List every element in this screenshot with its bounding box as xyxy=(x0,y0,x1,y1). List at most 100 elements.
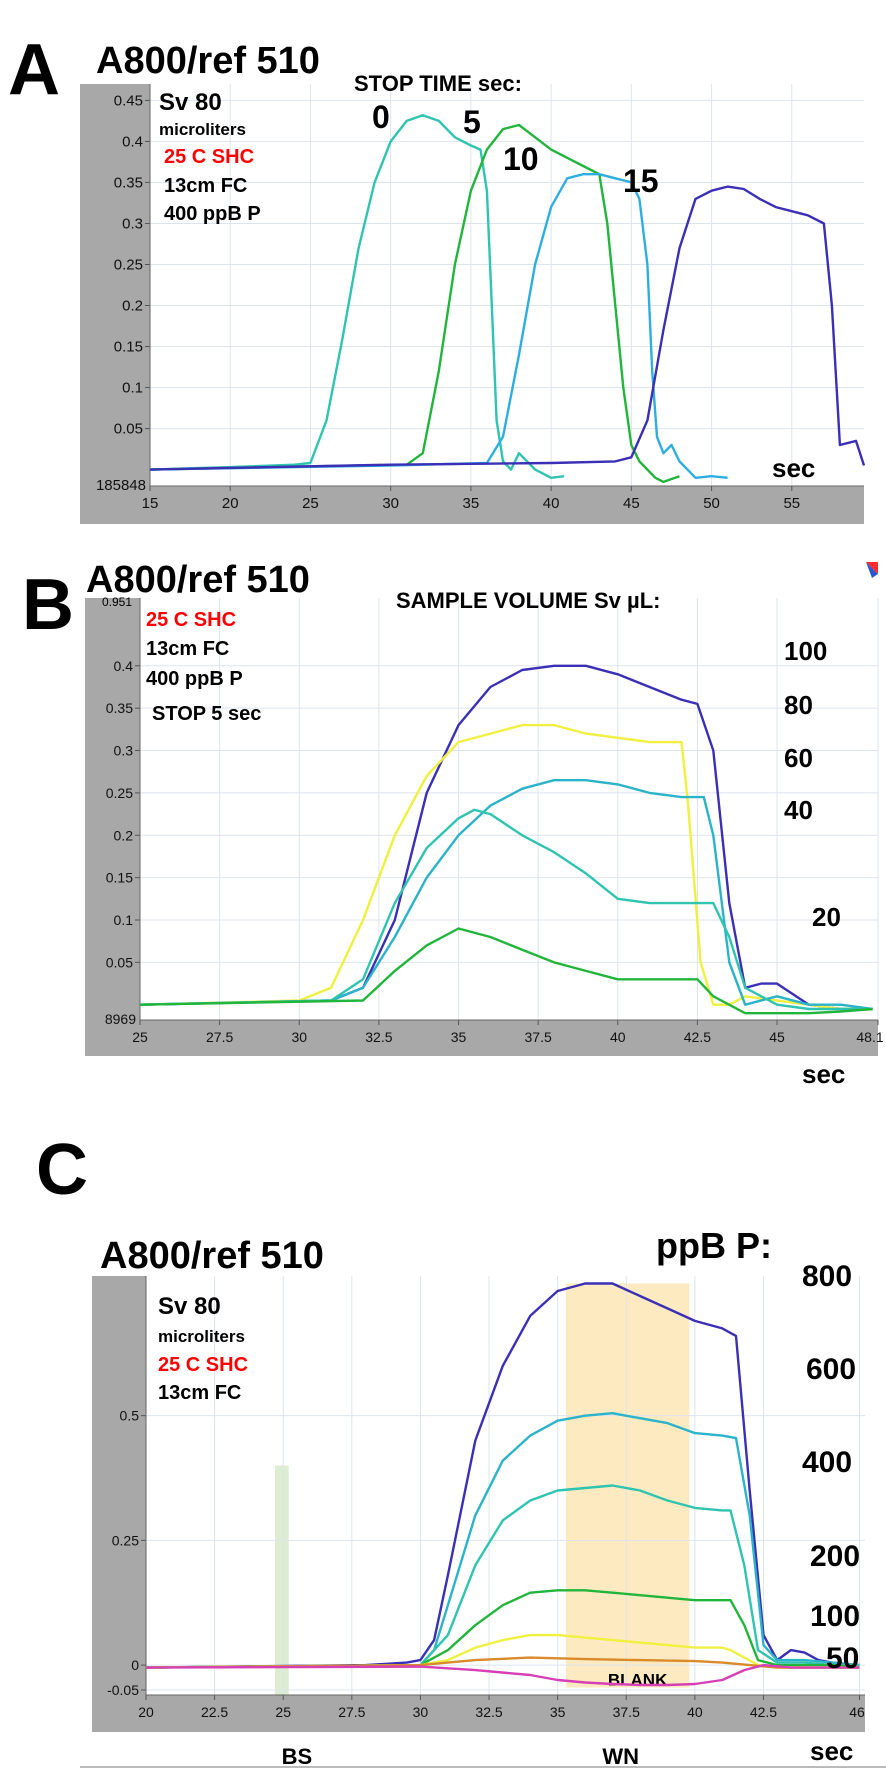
y-title-c: A800/ref 510 xyxy=(100,1235,324,1277)
y-bottom-label: 185848 xyxy=(96,477,146,494)
x-tick-label: 45 xyxy=(769,1029,785,1045)
plot-area-c xyxy=(146,1276,865,1695)
series-line-20 xyxy=(139,927,873,1015)
y-tick-label: 0.4 xyxy=(122,133,143,150)
tick-labels-c: 20 22.5 25 27.5 30 32.5 35 37.5 40 42.5 46 -0.05 0 0.… xyxy=(107,1408,865,1720)
note-b-2: 13cm FC xyxy=(146,638,229,660)
series-line-5 xyxy=(149,123,680,484)
panel-b: B 0.951 25 27.5 30 32.5 35 37.5 40 42.5 45 48.1 0.… xyxy=(22,559,884,1089)
series-line-10 xyxy=(149,172,728,479)
x-tick-label: 40 xyxy=(610,1029,626,1045)
y-tick-label: 0.1 xyxy=(122,380,143,397)
note-a-1: Sv 80 xyxy=(159,89,222,116)
series-label: 40 xyxy=(784,795,813,825)
region-band-2 xyxy=(274,1465,289,1695)
x-tick-label: 40 xyxy=(687,1704,703,1720)
series-label: 0 xyxy=(372,99,390,135)
x-tick-label: 30 xyxy=(382,495,399,512)
x-label-b: sec xyxy=(802,1059,845,1089)
panel-c: C BLANK 20 22.5 25 27.5 30 32.5 35 37.5 40 42.5 46… xyxy=(36,1130,886,1769)
x-tick-label: 35 xyxy=(463,495,480,512)
region-label: BLANK xyxy=(608,1671,668,1690)
header-c: ppB P: xyxy=(656,1225,772,1266)
x-tick-label: 35 xyxy=(451,1029,467,1045)
panel-letter-b: B xyxy=(22,565,74,645)
x-tick-label: 42.5 xyxy=(750,1704,777,1720)
note-c-2: microliters xyxy=(158,1327,245,1346)
x-tick-label: 37.5 xyxy=(525,1029,552,1045)
x-tick-label: 25 xyxy=(132,1029,148,1045)
series-line-extra xyxy=(145,1663,860,1687)
series-line-400 xyxy=(145,1484,860,1669)
series-labels-a: 0 5 10 15 xyxy=(372,99,659,199)
x-tick-label: 25 xyxy=(275,1704,291,1720)
x-tick-label: 48.1 xyxy=(856,1029,883,1045)
y-tick-label: 0.5 xyxy=(120,1408,140,1424)
series-label: 15 xyxy=(623,163,659,199)
series-line-0 xyxy=(149,113,565,479)
region-band-1 xyxy=(565,1283,690,1688)
y-tick-label: 0.35 xyxy=(106,700,133,716)
y-tick-label: 0.35 xyxy=(114,174,143,191)
y-bottom-label: 8969 xyxy=(105,1011,136,1027)
note-c-1: Sv 80 xyxy=(158,1293,221,1320)
tick-labels-a: 15 20 25 30 35 40 45 50 550.050.10.150.20.250.30… xyxy=(96,92,800,512)
panel-letter-c: C xyxy=(36,1130,88,1210)
series-line-600 xyxy=(145,1411,860,1669)
series-line-100 xyxy=(139,664,873,1011)
y-tick-label: 0.2 xyxy=(114,827,134,843)
x-tick-label: 27.5 xyxy=(206,1029,233,1045)
y-tick-label: 0.15 xyxy=(114,339,143,356)
y-tick-label: 0.15 xyxy=(106,870,133,886)
x-tick-label: 30 xyxy=(291,1029,307,1045)
series-lines-b xyxy=(139,664,873,1015)
series-label: 600 xyxy=(806,1353,856,1386)
y-tick-label: 0.4 xyxy=(114,658,134,674)
series-labels-c: 800 600 400 200 100 50 xyxy=(802,1260,860,1675)
x-tick-label: 35 xyxy=(550,1704,566,1720)
regions-c: BLANK xyxy=(274,1283,690,1695)
series-label: 50 xyxy=(826,1642,859,1675)
series-label: 200 xyxy=(810,1540,860,1573)
header-a: STOP TIME sec: xyxy=(354,71,522,96)
y-tick-label: 0 xyxy=(131,1657,139,1673)
note-c-4: 13cm FC xyxy=(158,1382,241,1404)
series-lines-c xyxy=(145,1282,860,1687)
series-labels-b: 100 80 60 40 20 xyxy=(784,636,841,932)
series-lines-a xyxy=(149,113,866,484)
note-b-4: STOP 5 sec xyxy=(152,703,261,725)
y-tick-label: 0.1 xyxy=(114,912,134,928)
note-a-2: microliters xyxy=(159,120,246,139)
x-tick-label: 50 xyxy=(703,495,720,512)
y-title-b: A800/ref 510 xyxy=(86,559,310,601)
y-tick-label: 0.3 xyxy=(114,743,134,759)
x-label-a: sec xyxy=(772,453,815,483)
series-label: 10 xyxy=(503,141,539,177)
y-title-a-text: A800/ref 510 xyxy=(96,40,320,82)
x-tick-label: 55 xyxy=(783,495,800,512)
gridlines-b xyxy=(135,598,879,1025)
note-c-3: 25 C SHC xyxy=(158,1354,248,1376)
y-tick-label: -0.05 xyxy=(107,1682,139,1698)
bottom-label: WN xyxy=(602,1744,639,1769)
series-label: 800 xyxy=(802,1260,852,1293)
series-label: 100 xyxy=(784,636,827,666)
series-line-80 xyxy=(139,723,873,1011)
x-tick-label: 42.5 xyxy=(684,1029,711,1045)
series-line-200 xyxy=(145,1589,860,1669)
x-tick-label: 27.5 xyxy=(338,1704,365,1720)
note-a-5: 400 ppB P xyxy=(164,203,261,225)
series-label: 400 xyxy=(802,1446,852,1479)
series-line-15 xyxy=(149,185,866,471)
x-tick-label: 20 xyxy=(222,495,239,512)
x-tick-label: 45 xyxy=(623,495,640,512)
y-title-a: A800/ref 510 xyxy=(96,40,320,82)
header-b: SAMPLE VOLUME Sv µL: xyxy=(396,588,660,613)
corner-marker-shade-icon xyxy=(866,562,878,578)
note-b-3: 400 ppB P xyxy=(146,668,243,690)
series-label: 20 xyxy=(812,902,841,932)
gridlines-c xyxy=(141,1276,865,1700)
bottom-label: BS xyxy=(282,1744,313,1769)
tick-labels-b: 25 27.5 30 32.5 35 37.5 40 42.5 45 48.1 0.05 0.1 0.1… xyxy=(105,658,884,1045)
series-label: 5 xyxy=(463,104,481,140)
